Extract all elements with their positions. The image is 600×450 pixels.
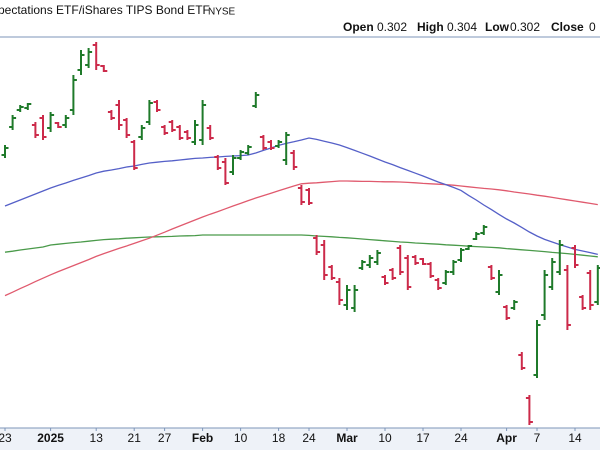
- moving-average-line: [4, 180, 598, 297]
- quote-label: Close: [551, 20, 584, 34]
- chart-title: pectations ETF/iShares TIPS Bond ETF: [0, 3, 210, 17]
- x-tick-label: 18: [272, 431, 286, 445]
- quote-label: High: [417, 20, 444, 34]
- quote-label: Open: [343, 20, 374, 34]
- x-tick-label: Apr: [496, 431, 517, 445]
- exchange: NYSE: [208, 7, 236, 18]
- x-tick-label: Mar: [336, 431, 358, 445]
- x-tick-label: 21: [128, 431, 142, 445]
- x-axis-strip: [0, 428, 600, 450]
- x-tick-label: 27: [158, 431, 172, 445]
- quote-label: Low: [485, 20, 510, 34]
- quote-value: 0.302: [510, 20, 540, 34]
- x-tick-label: 24: [302, 431, 316, 445]
- x-tick-label: 23: [0, 431, 12, 445]
- quote-value: 0: [589, 20, 596, 34]
- x-tick-label: 24: [454, 431, 468, 445]
- x-tick-label: 13: [90, 431, 104, 445]
- quote-value: 0.302: [377, 20, 407, 34]
- x-tick-label: 7: [534, 431, 541, 445]
- moving-average-line: [4, 137, 598, 256]
- moving-average-line: [4, 234, 598, 258]
- x-tick-label: 14: [568, 431, 582, 445]
- quote-value: 0.304: [447, 20, 477, 34]
- x-tick-label: 10: [378, 431, 392, 445]
- x-tick-label: 2025: [37, 431, 64, 445]
- x-tick-label: 10: [234, 431, 248, 445]
- x-tick-label: Feb: [192, 431, 213, 445]
- x-tick-label: 17: [416, 431, 430, 445]
